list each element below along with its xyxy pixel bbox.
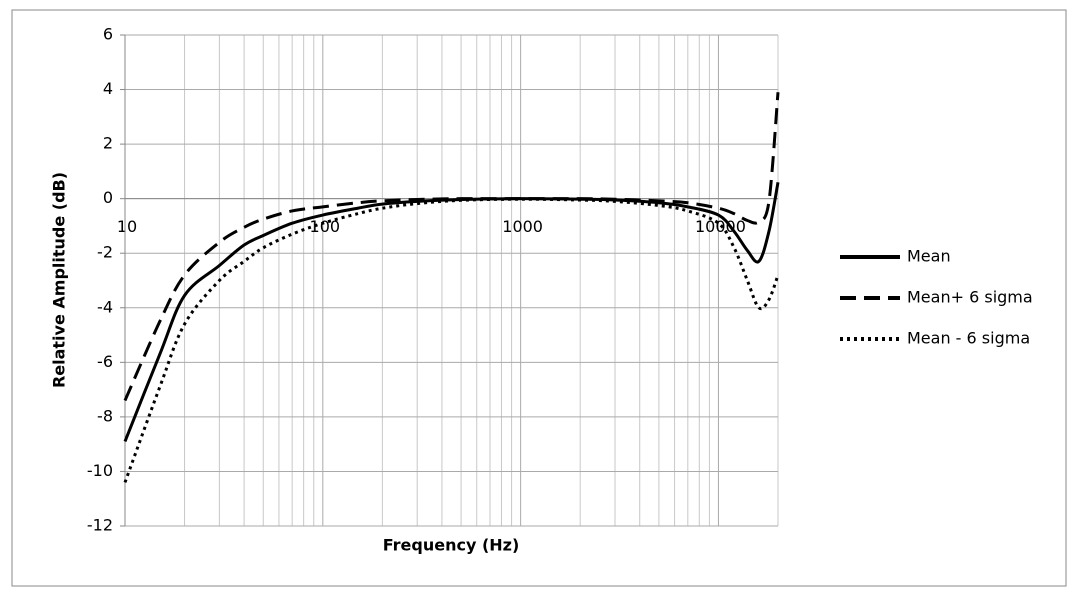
y-tick-label: 4 <box>103 79 113 98</box>
y-tick-label: 2 <box>103 134 113 153</box>
y-tick-label: -2 <box>97 243 113 262</box>
y-tick-label: 6 <box>103 25 113 44</box>
y-tick-label: -12 <box>87 516 113 535</box>
x-tick-label: 10 <box>117 217 137 236</box>
y-tick-label: -6 <box>97 352 113 371</box>
x-tick-label: 1000 <box>502 217 543 236</box>
legend-label: Mean+ 6 sigma <box>907 288 1033 307</box>
y-tick-label: 0 <box>103 188 113 207</box>
legend-label: Mean <box>907 247 951 266</box>
legend-label: Mean - 6 sigma <box>907 329 1030 348</box>
series-line <box>123 197 780 483</box>
y-tick-label: -4 <box>97 297 113 316</box>
x-tick-label: 100 <box>310 217 341 236</box>
series-line <box>123 92 780 402</box>
x-axis-label: Frequency (Hz) <box>383 536 520 555</box>
y-tick-label: -10 <box>87 461 113 480</box>
y-axis-label: Relative Amplitude (dB) <box>50 172 69 388</box>
y-tick-label: -8 <box>97 406 113 425</box>
